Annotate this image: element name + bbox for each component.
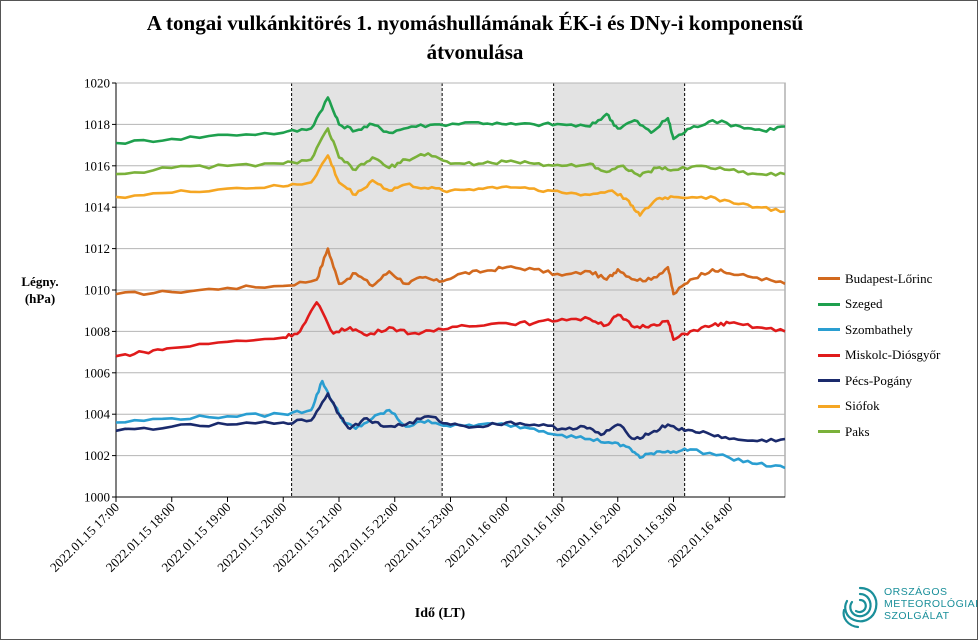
chart-title-line2: átvonulása (426, 40, 524, 64)
legend-item: Szeged (818, 292, 940, 318)
legend-item: Paks (818, 419, 940, 445)
legend-label: Szeged (845, 296, 883, 312)
legend-item: Budapest-Lőrinc (818, 266, 940, 292)
legend-item: Miskolc-Diósgyőr (818, 343, 940, 369)
legend: Budapest-Lőrinc Szeged Szombathely Miskolc-… (818, 266, 940, 445)
legend-item: Siófok (818, 394, 940, 420)
y-tick-label: 1016 (84, 158, 111, 173)
x-axis-label: Idő (LT) (414, 606, 466, 621)
legend-label: Paks (845, 423, 870, 439)
series-line-budapest-l-rinc (115, 247, 786, 296)
legend-swatch (818, 404, 840, 408)
legend-label: Siófok (845, 398, 880, 414)
series-line-szeged (115, 96, 786, 145)
logo-text: ORSZÁGOS METEOROLÓGIAI SZOLGÁLAT (884, 586, 978, 622)
y-tick-label: 1000 (84, 490, 110, 505)
series-line-paks (115, 127, 786, 178)
y-axis-label-line2: (hPa) (24, 291, 56, 306)
y-tick-label: 1010 (84, 283, 110, 298)
chart-title-line1: A tongai vulkánkitörés 1. nyomáshullámán… (146, 11, 804, 35)
legend-swatch (818, 430, 840, 434)
y-tick-label: 1008 (84, 324, 110, 339)
y-axis-label: Légny. (hPa) (10, 273, 70, 307)
y-tick-label: 1004 (84, 407, 111, 422)
legend-swatch (818, 302, 840, 306)
legend-label: Miskolc-Diósgyőr (845, 347, 941, 363)
legend-swatch (818, 379, 840, 383)
y-tick-label: 1002 (84, 448, 110, 463)
legend-swatch (818, 277, 840, 281)
y-tick-label: 1012 (84, 241, 110, 256)
legend-label: Szombathely (845, 321, 913, 337)
legend-item: Pécs-Pogány (818, 368, 940, 394)
y-axis-label-line1: Légny. (21, 274, 59, 289)
omsz-logo: ORSZÁGOS METEOROLÓGIAI SZOLGÁLAT (838, 580, 978, 632)
logo-line1: ORSZÁGOS (884, 586, 948, 598)
y-tick-label: 1014 (84, 200, 111, 215)
legend-label: Pécs-Pogány (845, 372, 913, 388)
legend-label: Budapest-Lőrinc (845, 270, 933, 286)
logo-line2: METEOROLÓGIAI (884, 598, 978, 610)
series-line-miskolc-di-sgy-r (115, 301, 786, 358)
legend-swatch (818, 328, 840, 332)
y-tick-label: 1018 (84, 117, 110, 132)
series-line-p-cs-pog-ny (115, 392, 786, 443)
swirl-logo-icon (842, 586, 878, 629)
series-line-si-fok (115, 154, 786, 217)
legend-item: Szombathely (818, 317, 940, 343)
y-tick-label: 1006 (84, 365, 111, 380)
legend-swatch (818, 353, 840, 357)
logo-line3: SZOLGÁLAT (884, 610, 950, 622)
y-tick-label: 1020 (84, 76, 110, 91)
